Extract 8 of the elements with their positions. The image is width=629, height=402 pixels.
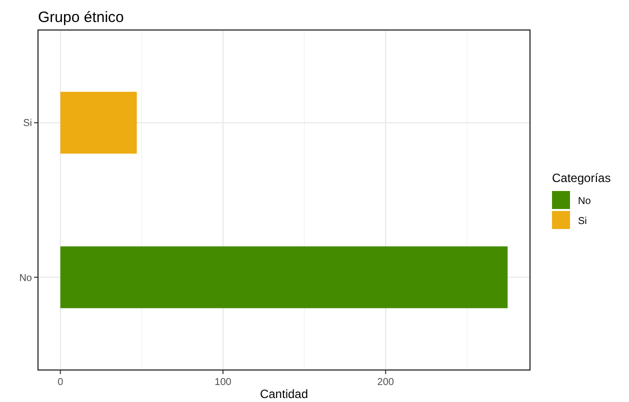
legend-label: Si bbox=[578, 216, 587, 227]
legend-label: No bbox=[578, 196, 592, 207]
x-tick-label: 0 bbox=[58, 377, 64, 388]
x-tick-label: 200 bbox=[377, 377, 394, 388]
chart-title: Grupo étnico bbox=[38, 9, 124, 26]
x-axis-title: Cantidad bbox=[260, 387, 308, 401]
legend-title: Categorías bbox=[552, 171, 611, 185]
x-tick-label: 100 bbox=[214, 377, 232, 388]
